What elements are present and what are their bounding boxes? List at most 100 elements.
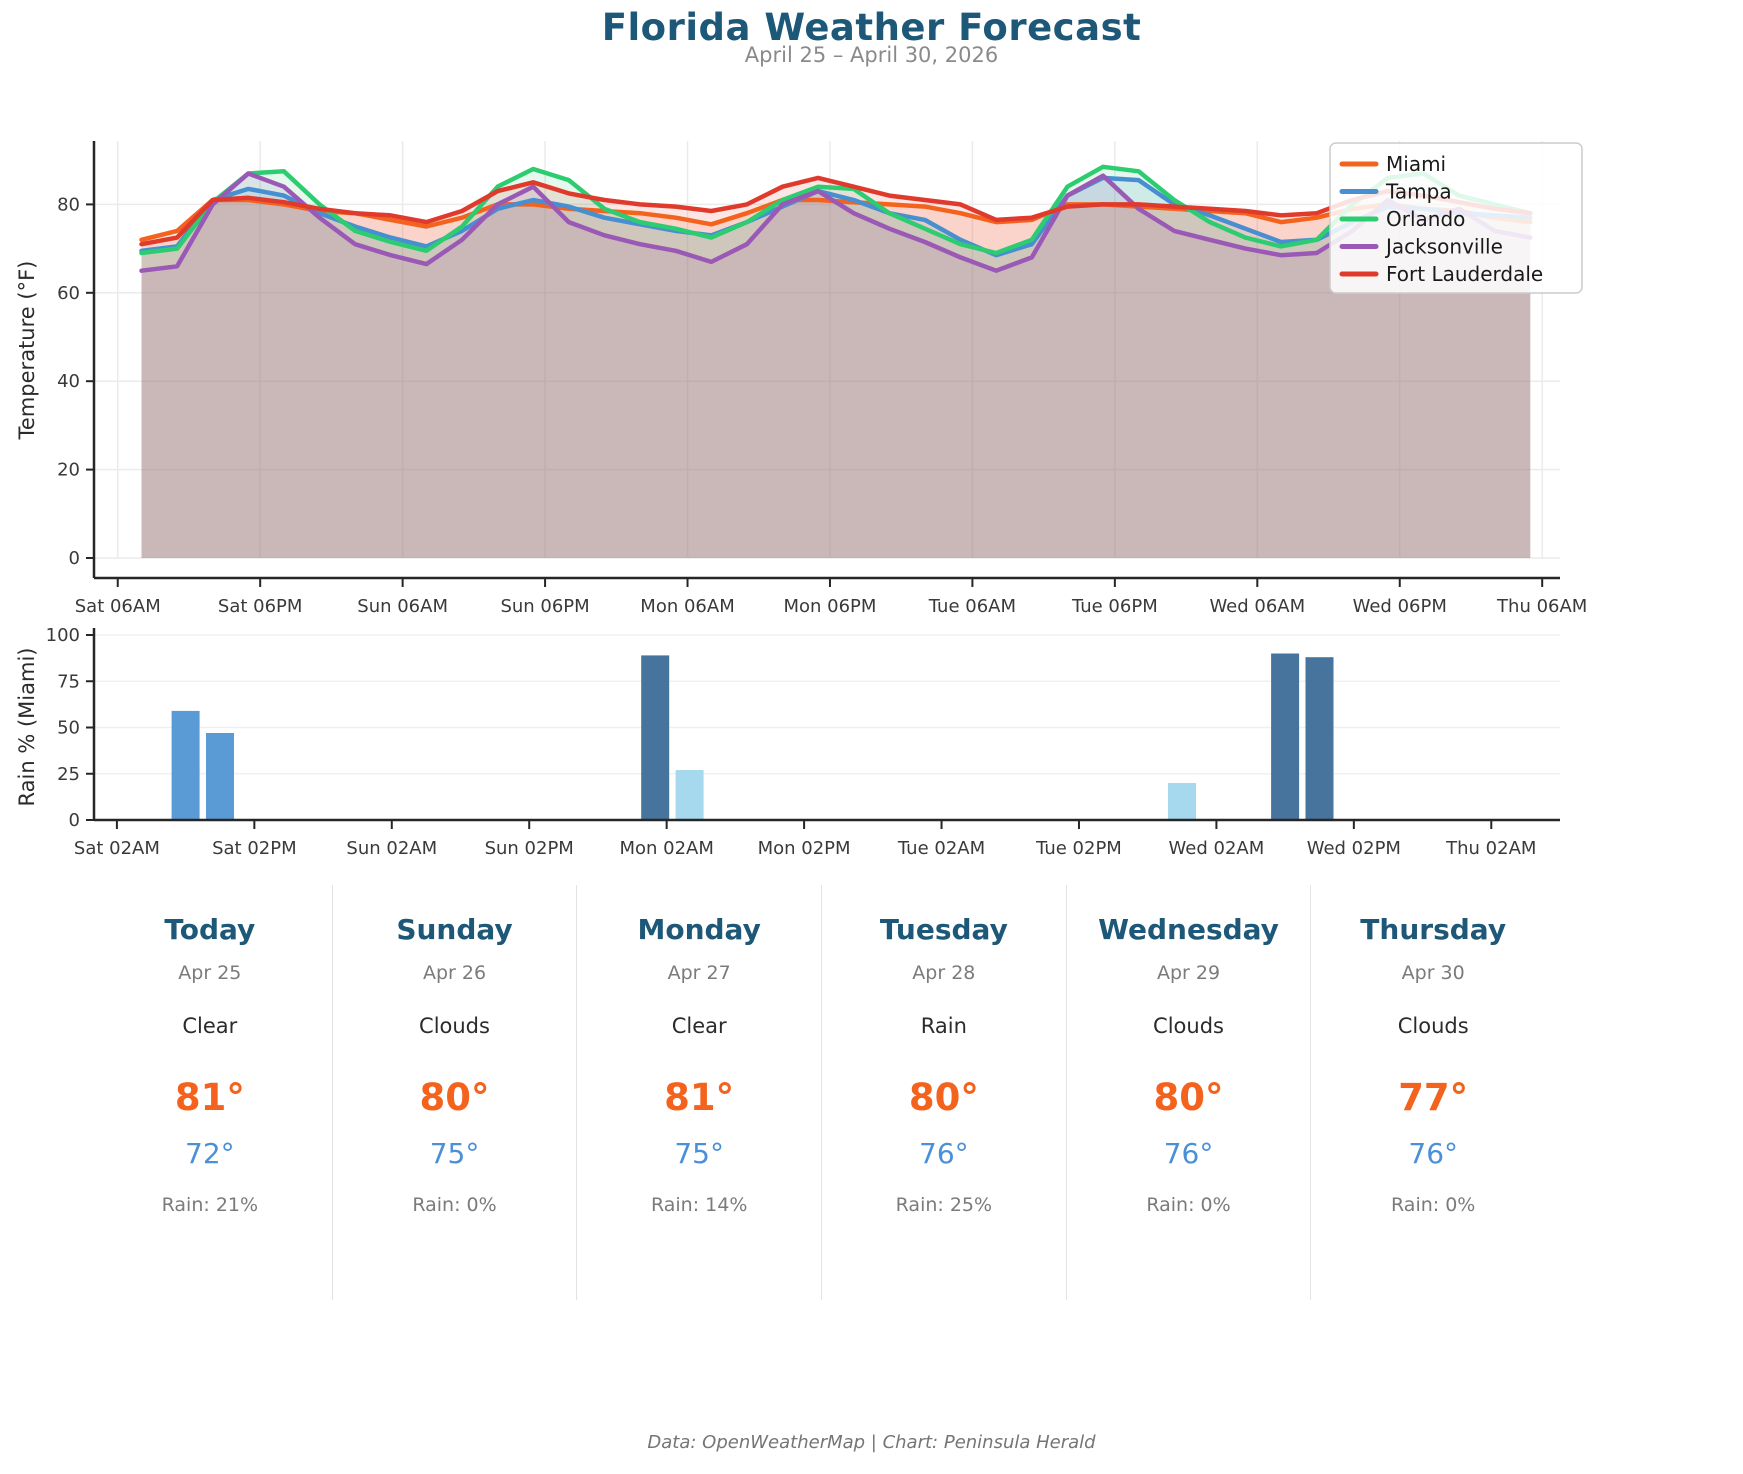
svg-text:Temperature (°F): Temperature (°F): [15, 261, 39, 441]
svg-text:100: 100: [46, 625, 80, 646]
series-line-orlando: [139, 164, 1533, 256]
card-low-temp: 75°: [429, 1137, 480, 1170]
series-fill-fort-lauderdale: [141, 177, 1531, 558]
card-day-label: Monday: [637, 913, 761, 946]
temperature-chart: 0 20 40 60 80 Sat 06AM Sat 06PM Sun 06AM Sun 06P…: [15, 141, 1587, 617]
svg-text:Wed 06AM: Wed 06AM: [1209, 596, 1305, 617]
forecast-card-wednesday: Wednesday Apr 29 Clouds 80° 76° Rain: 0%: [1065, 885, 1311, 1300]
chart-credit: Data: OpenWeatherMap | Chart: Peninsula …: [647, 1432, 1096, 1453]
card-day-label: Wednesday: [1098, 913, 1279, 946]
card-date-label: Apr 30: [1401, 962, 1465, 984]
forecast-card-sunday: Sunday Apr 26 Clouds 80° 75° Rain: 0%: [331, 885, 577, 1300]
page-subtitle: April 25 – April 30, 2026: [744, 43, 999, 67]
rain-bar-tue-08am: [1271, 653, 1300, 820]
card-day-label: Tuesday: [879, 913, 1008, 946]
svg-text:Mon 06AM: Mon 06AM: [640, 596, 734, 617]
card-high-temp: 81°: [664, 1076, 735, 1119]
legend-item-orlando: Orlando: [1339, 207, 1465, 231]
svg-text:25: 25: [57, 764, 80, 785]
svg-text:Mon 06PM: Mon 06PM: [783, 596, 876, 617]
card-low-temp: 72°: [185, 1137, 235, 1170]
svg-text:Tue 06AM: Tue 06AM: [928, 596, 1016, 617]
card-condition: Rain: [920, 1014, 967, 1038]
svg-text:80: 80: [57, 194, 80, 215]
legend-item-miami: Miami: [1339, 152, 1446, 176]
svg-text:Mon 02AM: Mon 02AM: [619, 838, 713, 859]
daily-forecast-cards: Today Apr 25 Clear 81° 72° Rain: 21% Sun…: [88, 885, 1555, 1300]
card-high-temp: 81°: [174, 1076, 245, 1119]
card-day-label: Thursday: [1360, 913, 1507, 946]
svg-text:Sat 02PM: Sat 02PM: [212, 838, 297, 859]
rain-bar-sat-08am: [171, 710, 200, 820]
svg-text:40: 40: [57, 371, 80, 392]
card-low-temp: 75°: [674, 1137, 724, 1170]
card-condition: Clear: [671, 1014, 727, 1038]
series-line-fort-lauderdale: [139, 175, 1533, 247]
card-low-temp: 76°: [919, 1137, 969, 1170]
card-condition: Clouds: [1153, 1014, 1224, 1038]
rain-bar-sat-11am: [206, 733, 234, 820]
svg-text:Sun 02AM: Sun 02AM: [346, 838, 437, 859]
rain-bar-mon-04am: [675, 770, 704, 820]
svg-text:Orlando: Orlando: [1386, 207, 1465, 231]
svg-text:Tue 06PM: Tue 06PM: [1071, 596, 1158, 617]
series-fill-jacksonville: [141, 173, 1531, 558]
svg-text:50: 50: [57, 718, 80, 739]
svg-text:Tue 02PM: Tue 02PM: [1035, 838, 1122, 859]
card-rain-chance: Rain: 25%: [895, 1194, 993, 1216]
rain-bar-tue-11am: [1305, 657, 1334, 820]
forecast-card-tuesday: Tuesday Apr 28 Rain 80° 76° Rain: 25%: [821, 885, 1066, 1300]
svg-text:Tue 02AM: Tue 02AM: [897, 838, 985, 859]
svg-text:0: 0: [69, 548, 80, 569]
svg-text:75: 75: [57, 671, 80, 692]
rain-bar-mon-11pm: [1168, 783, 1196, 820]
svg-text:0: 0: [69, 810, 80, 831]
svg-text:Sun 06AM: Sun 06AM: [357, 596, 448, 617]
rain-chart: 0 25 50 75 100 Sat 02AM Sat 02PM Sun 02AM Sun 02…: [15, 625, 1560, 859]
card-rain-chance: Rain: 21%: [161, 1194, 259, 1216]
svg-text:Wed 06PM: Wed 06PM: [1353, 596, 1447, 617]
card-date-label: Apr 25: [178, 962, 242, 984]
forecast-card-monday: Monday Apr 27 Clear 81° 75° Rain: 14%: [576, 885, 821, 1300]
svg-text:Jacksonville: Jacksonville: [1384, 235, 1503, 259]
svg-text:20: 20: [57, 460, 80, 481]
svg-text:Sat 02AM: Sat 02AM: [74, 838, 160, 859]
svg-text:Rain % (Miami): Rain % (Miami): [15, 648, 39, 807]
card-condition: Clear: [182, 1014, 238, 1038]
svg-text:Mon 02PM: Mon 02PM: [758, 838, 851, 859]
series-fill-tampa: [141, 177, 1531, 558]
card-day-label: Today: [164, 913, 256, 946]
card-rain-chance: Rain: 0%: [1391, 1194, 1476, 1216]
svg-text:Sun 06PM: Sun 06PM: [500, 596, 589, 617]
svg-text:Fort Lauderdale: Fort Lauderdale: [1386, 262, 1543, 286]
card-rain-chance: Rain: 0%: [412, 1194, 497, 1216]
svg-text:Wed 02AM: Wed 02AM: [1169, 838, 1265, 859]
svg-text:Sun 02PM: Sun 02PM: [485, 838, 574, 859]
rain-bar-mon-01am: [641, 655, 670, 820]
card-rain-chance: Rain: 14%: [650, 1194, 748, 1216]
page-title: Florida Weather Forecast: [601, 6, 1142, 49]
card-date-label: Apr 29: [1156, 962, 1221, 984]
svg-text:Thu 06AM: Thu 06AM: [1496, 596, 1587, 617]
card-date-label: Apr 26: [422, 962, 487, 984]
forecast-card-today: Today Apr 25 Clear 81° 72° Rain: 21%: [88, 885, 332, 1300]
legend-item-jacksonville: Jacksonville: [1339, 235, 1503, 259]
series-line-jacksonville: [139, 171, 1533, 273]
card-date-label: Apr 27: [667, 962, 731, 984]
svg-text:Tampa: Tampa: [1385, 180, 1452, 204]
card-low-temp: 76°: [1408, 1137, 1459, 1170]
card-day-label: Sunday: [396, 913, 513, 946]
chart-legend: Miami Tampa Orlando Jacksonville Fort Lauder…: [1329, 142, 1583, 294]
svg-text:Wed 02PM: Wed 02PM: [1307, 838, 1401, 859]
legend-item-fort-lauderdale: Fort Lauderdale: [1339, 262, 1543, 286]
card-high-temp: 80°: [908, 1076, 979, 1119]
card-low-temp: 76°: [1163, 1137, 1214, 1170]
card-high-temp: 80°: [1153, 1076, 1224, 1119]
card-date-label: Apr 28: [912, 962, 976, 984]
forecast-charts-canvas: 0 20 40 60 80 Sat 06AM Sat 06PM Sun 06AM Sun 06P…: [15, 141, 1587, 859]
card-condition: Clouds: [419, 1014, 490, 1038]
legend-item-tampa: Tampa: [1339, 180, 1452, 204]
svg-text:Miami: Miami: [1386, 152, 1446, 176]
card-condition: Clouds: [1397, 1014, 1469, 1038]
